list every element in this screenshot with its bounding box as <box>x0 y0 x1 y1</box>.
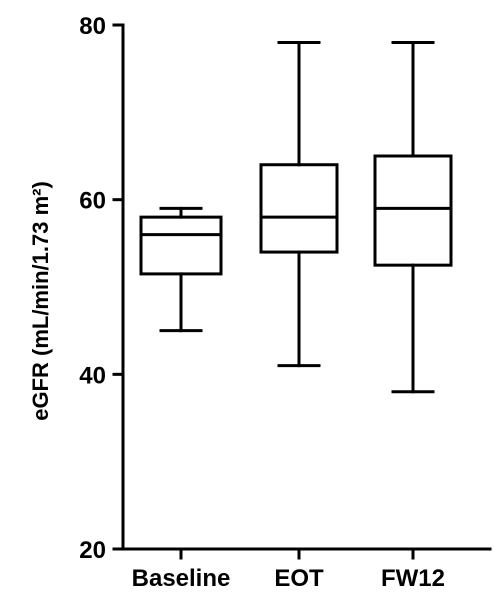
interquartile-box <box>373 154 453 267</box>
y-tick-label: 20 <box>79 537 106 564</box>
y-axis: 20 40 60 80 <box>79 13 125 564</box>
y-tick-label: 80 <box>79 13 106 40</box>
box-fw12 <box>373 40 453 394</box>
x-axis: Baseline EOT FW12 <box>121 547 492 592</box>
box-series <box>139 40 453 394</box>
y-tick-label: 40 <box>79 362 106 389</box>
interquartile-box <box>259 163 339 254</box>
interquartile-box <box>139 215 223 276</box>
x-category-label: FW12 <box>381 565 445 592</box>
x-category-label: EOT <box>274 565 324 592</box>
box-eot <box>259 40 339 368</box>
y-axis-title: eGFR (mL/min/1.73 m²) <box>28 181 53 421</box>
box-baseline <box>139 206 223 333</box>
y-tick-label: 60 <box>79 188 106 215</box>
x-category-label: Baseline <box>132 565 231 592</box>
